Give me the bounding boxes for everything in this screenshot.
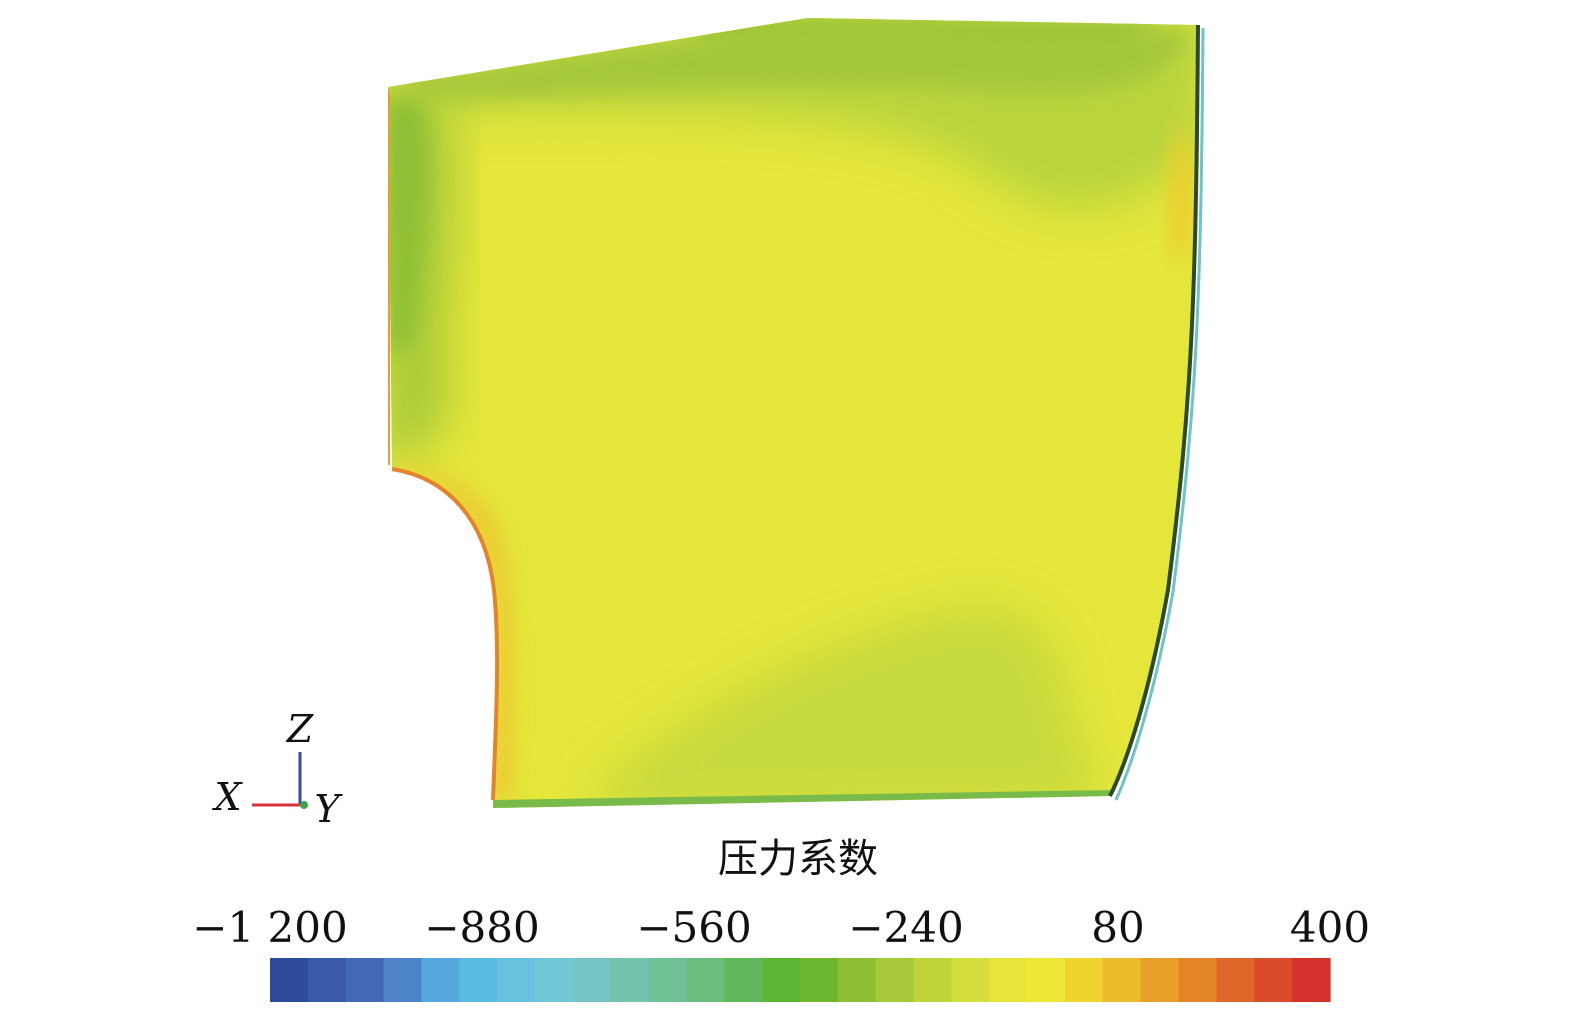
field-right-orange xyxy=(1169,120,1192,260)
colorbar-band xyxy=(686,958,725,1002)
colorbar-band xyxy=(951,958,990,1002)
colorbar-band xyxy=(610,958,650,1002)
edge-arc-red xyxy=(391,467,500,801)
colorbar-band xyxy=(875,958,915,1002)
colorbar-band xyxy=(1027,958,1066,1002)
colorbar-band xyxy=(383,958,423,1002)
z-axis-label: Z xyxy=(286,707,314,751)
field-left-dark xyxy=(388,95,429,360)
edge-right-dark xyxy=(1108,24,1200,797)
colorbar-band xyxy=(1178,958,1218,1002)
colorbar-title: 压力系数 xyxy=(718,836,878,882)
colorbar-band xyxy=(345,958,385,1002)
colorbar-band xyxy=(1140,958,1180,1002)
colorbar-band xyxy=(1292,958,1331,1002)
colorbar-band xyxy=(270,958,309,1002)
colorbar-band xyxy=(307,958,347,1002)
colorbar-band xyxy=(1065,958,1104,1002)
colorbar-band xyxy=(724,958,763,1002)
contour-plot xyxy=(388,18,1205,808)
colorbar-band xyxy=(989,958,1028,1002)
colorbar-band xyxy=(648,958,688,1002)
colorbar-tick-label: −560 xyxy=(636,903,751,952)
colorbar-band xyxy=(497,958,536,1002)
field-arc-orange xyxy=(392,465,513,800)
colorbar-band xyxy=(837,958,877,1002)
y-axis-label: Y xyxy=(314,787,343,831)
field-bottom-green xyxy=(600,608,1100,808)
colorbar-tick-labels: −1 200 −880 −560 −240 80 400 xyxy=(192,903,1370,952)
colorbar-band xyxy=(913,958,953,1002)
colorbar-band xyxy=(800,958,839,1002)
colorbar-tick-label: −240 xyxy=(848,903,963,952)
x-axis-label: X xyxy=(211,775,243,819)
colorbar-band xyxy=(459,958,498,1002)
colorbar-tick-label: 80 xyxy=(1091,903,1144,952)
colorbar-band xyxy=(1254,958,1293,1002)
colorbar-band xyxy=(421,958,460,1002)
colorbar-band xyxy=(572,958,612,1002)
colorbar-band xyxy=(762,958,801,1002)
colorbar-tick-label: −1 200 xyxy=(192,903,347,952)
field-top-mid xyxy=(400,22,1190,100)
colorbar xyxy=(270,958,1331,1002)
colorbar-band xyxy=(1216,958,1255,1002)
edge-right-cyan xyxy=(1114,27,1205,801)
colorbar-band xyxy=(535,958,574,1002)
colorbar-band xyxy=(1102,958,1142,1002)
colorbar-tick-label: −880 xyxy=(424,903,539,952)
axis-triad: Z X Y xyxy=(211,707,343,831)
colorbar-tick-label: 400 xyxy=(1290,903,1370,952)
y-axis-dot xyxy=(300,801,308,809)
